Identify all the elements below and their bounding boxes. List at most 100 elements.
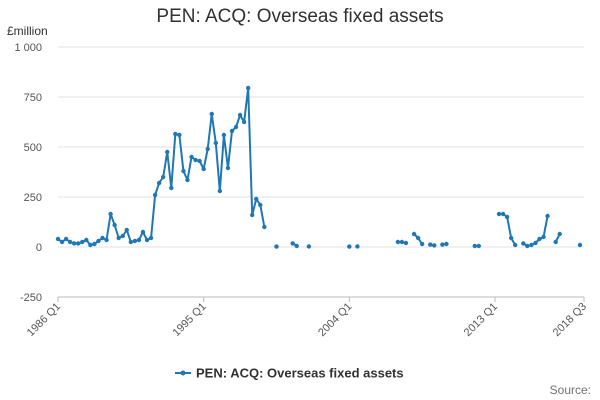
data-point[interactable]: [209, 111, 214, 117]
y-axis-unit-label: £million: [7, 24, 48, 38]
data-point[interactable]: [403, 240, 409, 246]
data-point[interactable]: [229, 128, 235, 134]
data-point[interactable]: [254, 196, 259, 202]
data-point[interactable]: [533, 240, 538, 246]
x-tick-label: 1995 Q1: [170, 301, 208, 339]
data-point[interactable]: [96, 238, 101, 244]
data-point[interactable]: [217, 188, 223, 194]
data-point[interactable]: [347, 244, 352, 249]
data-point[interactable]: [245, 85, 251, 91]
data-point[interactable]: [67, 239, 73, 245]
data-point[interactable]: [504, 214, 510, 220]
data-point[interactable]: [262, 224, 267, 230]
data-point[interactable]: [177, 132, 182, 138]
data-point[interactable]: [545, 213, 550, 219]
data-point[interactable]: [250, 212, 255, 218]
data-point[interactable]: [189, 154, 194, 160]
data-point[interactable]: [116, 235, 121, 241]
data-point[interactable]: [440, 242, 445, 247]
data-point[interactable]: [108, 211, 113, 217]
data-point[interactable]: [537, 236, 542, 242]
data-point[interactable]: [521, 241, 526, 246]
data-point[interactable]: [84, 237, 89, 243]
data-point[interactable]: [205, 146, 210, 152]
data-point[interactable]: [500, 211, 506, 217]
data-point[interactable]: [553, 239, 558, 245]
data-point[interactable]: [529, 242, 534, 248]
data-point[interactable]: [541, 234, 546, 240]
data-point[interactable]: [152, 192, 158, 198]
data-point[interactable]: [156, 180, 162, 186]
data-point[interactable]: [577, 242, 583, 248]
data-point[interactable]: [132, 238, 138, 244]
data-point[interactable]: [71, 241, 77, 246]
data-point[interactable]: [213, 140, 218, 146]
data-point[interactable]: [144, 237, 150, 243]
data-point[interactable]: [55, 236, 61, 242]
x-tick-label: 1986 Q1: [25, 301, 63, 339]
data-point[interactable]: [221, 132, 227, 138]
data-point[interactable]: [432, 243, 437, 248]
plot-area: [55, 85, 583, 249]
data-point[interactable]: [100, 235, 105, 241]
legend-point-marker: [180, 370, 186, 376]
data-point[interactable]: [173, 131, 178, 137]
data-point[interactable]: [294, 243, 299, 249]
data-point[interactable]: [415, 235, 421, 241]
data-point[interactable]: [225, 165, 231, 171]
data-point[interactable]: [258, 202, 263, 208]
data-point[interactable]: [181, 168, 186, 174]
data-point[interactable]: [88, 242, 93, 248]
data-point[interactable]: [59, 239, 65, 245]
data-point[interactable]: [237, 112, 243, 118]
y-tick-label: 250: [24, 192, 42, 204]
series-line: [57, 87, 266, 246]
data-point[interactable]: [185, 177, 190, 183]
data-point[interactable]: [508, 235, 514, 241]
data-point[interactable]: [557, 231, 562, 237]
data-point[interactable]: [120, 233, 125, 239]
y-tick-label: 500: [24, 142, 42, 154]
data-point[interactable]: [124, 227, 129, 233]
data-point[interactable]: [193, 157, 198, 163]
y-tick-label: -250: [20, 292, 42, 304]
data-point[interactable]: [419, 241, 425, 247]
data-point[interactable]: [165, 149, 170, 155]
data-point[interactable]: [161, 174, 166, 180]
legend[interactable]: PEN: ACQ: Overseas fixed assets: [175, 366, 404, 381]
y-tick-label: 0: [36, 242, 42, 254]
data-point[interactable]: [444, 241, 449, 247]
data-point[interactable]: [104, 237, 109, 243]
data-point[interactable]: [476, 243, 481, 249]
data-point[interactable]: [63, 236, 69, 242]
data-point[interactable]: [148, 235, 154, 241]
data-point[interactable]: [399, 239, 405, 245]
data-point[interactable]: [80, 239, 85, 245]
data-point[interactable]: [290, 241, 295, 246]
data-point[interactable]: [136, 237, 142, 243]
data-point[interactable]: [496, 211, 502, 217]
y-tick-label: 750: [24, 92, 42, 104]
data-point[interactable]: [525, 243, 530, 249]
data-point[interactable]: [411, 231, 417, 237]
data-point[interactable]: [128, 239, 134, 245]
data-point[interactable]: [169, 185, 174, 191]
data-point[interactable]: [513, 242, 518, 248]
data-point[interactable]: [140, 229, 146, 235]
data-point[interactable]: [428, 242, 433, 247]
data-point[interactable]: [233, 124, 239, 130]
data-point[interactable]: [112, 222, 117, 228]
data-point[interactable]: [241, 119, 247, 125]
data-point[interactable]: [395, 239, 401, 245]
data-point[interactable]: [201, 166, 206, 172]
data-point[interactable]: [76, 241, 81, 246]
data-point[interactable]: [306, 244, 312, 249]
data-point[interactable]: [92, 241, 97, 247]
data-point[interactable]: [197, 158, 202, 164]
data-point[interactable]: [355, 244, 360, 249]
y-tick-label: 1 000: [14, 42, 42, 54]
chart-title: PEN: ACQ: Overseas fixed assets: [156, 6, 444, 27]
data-point[interactable]: [472, 243, 477, 249]
data-point[interactable]: [274, 244, 279, 249]
